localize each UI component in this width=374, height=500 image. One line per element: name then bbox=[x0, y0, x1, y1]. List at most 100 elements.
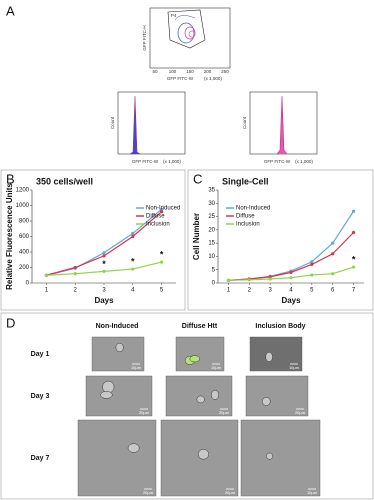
significance: * bbox=[102, 259, 106, 269]
scale-label: 20µm bbox=[143, 490, 154, 495]
axis-unit: (x 1,000) bbox=[204, 76, 222, 81]
tick-label: 100 bbox=[169, 69, 177, 74]
micrograph bbox=[249, 336, 303, 372]
panel-label: D bbox=[6, 315, 15, 330]
point bbox=[160, 260, 164, 264]
row-label: Day 7 bbox=[31, 455, 50, 462]
point bbox=[131, 231, 135, 235]
point bbox=[226, 278, 231, 282]
gate bbox=[167, 9, 206, 49]
cell bbox=[261, 397, 271, 406]
point bbox=[131, 267, 135, 271]
x-axis-label: Days bbox=[281, 296, 301, 305]
cell bbox=[266, 452, 274, 460]
point bbox=[102, 254, 106, 258]
point bbox=[351, 209, 356, 213]
y-tick-label: 35 bbox=[208, 188, 215, 194]
x-tick-label: 2 bbox=[74, 288, 78, 294]
y-tick-label: 30 bbox=[208, 201, 215, 207]
y-tick-label: 200 bbox=[19, 265, 30, 271]
tick-label: 150 bbox=[186, 69, 194, 74]
axis-label: Count bbox=[110, 116, 115, 129]
point bbox=[268, 277, 272, 281]
gate-label: P4 bbox=[171, 13, 177, 18]
legend-label: Inclusion bbox=[236, 222, 260, 228]
plot-frame bbox=[149, 7, 231, 69]
peak bbox=[129, 95, 141, 155]
y-tick-label: 10 bbox=[208, 254, 215, 260]
scale-label: 10µm bbox=[131, 365, 142, 370]
axis-label: GFP FITC-W bbox=[132, 159, 159, 164]
scale-label: 10µm bbox=[307, 490, 318, 495]
tick-label: 200 bbox=[204, 69, 212, 74]
legend-label: Non-Induced bbox=[236, 206, 270, 212]
scale-label: 10µm bbox=[211, 365, 222, 370]
point bbox=[160, 207, 164, 211]
plot-frame bbox=[117, 91, 186, 155]
point bbox=[73, 265, 77, 270]
scale-label: 20µm bbox=[295, 410, 306, 415]
panel-frame bbox=[187, 169, 374, 311]
point bbox=[310, 260, 314, 264]
y-tick-label: 800 bbox=[19, 219, 30, 225]
cell bbox=[265, 351, 273, 362]
panel-label: A bbox=[6, 3, 15, 18]
x-tick-label: 4 bbox=[131, 288, 135, 294]
micrograph bbox=[160, 419, 239, 497]
point bbox=[247, 278, 251, 282]
tick-label: 250 bbox=[221, 69, 229, 74]
point bbox=[310, 262, 314, 266]
y-axis-label: Cell Number bbox=[192, 213, 201, 260]
y-tick-label: 25 bbox=[208, 214, 215, 220]
cell bbox=[189, 355, 201, 363]
panel-label: B bbox=[6, 171, 15, 186]
point bbox=[131, 234, 135, 239]
chart-title: 350 cells/well bbox=[36, 176, 93, 186]
contour bbox=[177, 22, 195, 44]
point bbox=[73, 272, 77, 276]
axis-label: GFP FITC-W bbox=[264, 159, 291, 164]
y-tick-label: 1200 bbox=[16, 188, 30, 194]
row-label: Day 3 bbox=[31, 393, 50, 400]
y-tick-label: 20 bbox=[208, 227, 215, 233]
x-tick-label: 2 bbox=[248, 288, 252, 294]
x-tick-label: 5 bbox=[160, 288, 164, 294]
cell bbox=[115, 342, 124, 353]
cell bbox=[127, 443, 140, 453]
x-tick-label: 4 bbox=[289, 288, 293, 294]
flow-scatter bbox=[149, 7, 231, 69]
cell bbox=[211, 390, 219, 400]
contour bbox=[174, 15, 196, 21]
scale-label: 10µm bbox=[289, 365, 300, 370]
y-tick-label: 400 bbox=[19, 250, 30, 256]
y-tick-label: 600 bbox=[19, 234, 30, 240]
point bbox=[289, 270, 293, 274]
point bbox=[351, 230, 356, 235]
axis-label: Count bbox=[242, 116, 247, 129]
chart-title: Single-Cell bbox=[222, 176, 269, 186]
column-header: Non-Induced bbox=[96, 323, 139, 330]
point bbox=[331, 272, 335, 276]
x-tick-label: 3 bbox=[268, 288, 272, 294]
point bbox=[351, 265, 356, 269]
x-tick-label: 1 bbox=[45, 288, 49, 294]
axis-unit: (x 1,000) bbox=[295, 159, 313, 164]
panel-label: C bbox=[193, 171, 202, 186]
cell bbox=[196, 395, 205, 404]
x-tick-label: 6 bbox=[331, 288, 335, 294]
histogram bbox=[117, 91, 318, 155]
y-axis-label: Relative Fluorescence Units bbox=[5, 183, 14, 290]
row-label: Day 1 bbox=[31, 351, 50, 358]
micrograph bbox=[77, 419, 157, 497]
axis-unit: (x 1,000) bbox=[163, 159, 181, 164]
peak bbox=[276, 95, 288, 155]
x-tick-label: 5 bbox=[310, 288, 314, 294]
cell bbox=[100, 391, 113, 399]
micrograph bbox=[240, 419, 321, 497]
point bbox=[160, 210, 164, 214]
cell bbox=[102, 380, 115, 394]
panel-frame bbox=[0, 312, 374, 500]
y-tick-label: 0 bbox=[212, 281, 216, 287]
scale-label: 20µm bbox=[219, 410, 230, 415]
scale-label: 20µm bbox=[139, 410, 150, 415]
